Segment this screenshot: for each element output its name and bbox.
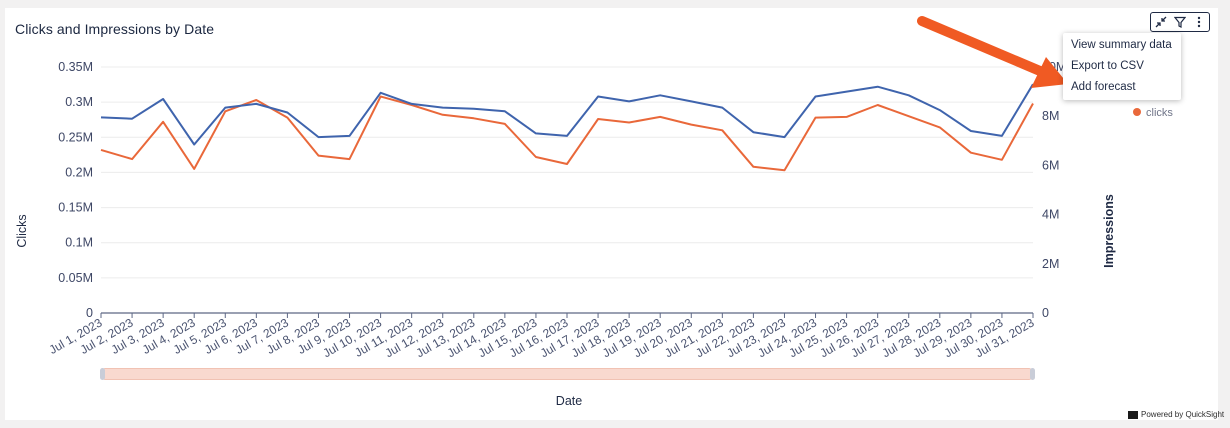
y-axis-label-right: Impressions — [1102, 194, 1116, 268]
y-ticks-left: 0 0.05M 0.1M 0.15M 0.2M 0.25M 0.3M 0.35M — [58, 60, 93, 320]
legend-marker-clicks — [1133, 108, 1141, 116]
x-axis-label: Date — [556, 394, 582, 408]
y-tick-left: 0.15M — [58, 201, 93, 215]
y-tick-left: 0.25M — [58, 130, 93, 144]
legend: clicks — [1133, 107, 1173, 119]
visual-toolbar — [1150, 12, 1210, 32]
visual-panel — [5, 8, 1218, 420]
range-handle-left[interactable] — [100, 368, 105, 380]
y-tick-right: 8M — [1042, 109, 1059, 123]
gridlines — [101, 66, 1033, 279]
y-tick-left: 0 — [86, 306, 93, 320]
menu-item-add-forecast[interactable]: Add forecast — [1071, 81, 1136, 93]
legend-label-clicks[interactable]: clicks — [1146, 107, 1173, 119]
more-vertical-icon[interactable] — [1191, 14, 1207, 30]
quicksight-logo-icon — [1128, 410, 1138, 419]
line-clicks — [100, 95, 1034, 172]
line-series-1 — [100, 83, 1034, 146]
axes — [100, 312, 1034, 318]
powered-by-text: Powered by QuickSight — [1141, 410, 1225, 419]
range-scrollbar[interactable] — [102, 368, 1032, 380]
y-tick-left: 0.05M — [58, 271, 93, 285]
menu-item-view-summary-data[interactable]: View summary data — [1071, 39, 1172, 51]
filter-funnel-icon[interactable] — [1172, 14, 1188, 30]
y-tick-left: 0.35M — [58, 60, 93, 74]
powered-by: Powered by QuickSight — [1128, 410, 1224, 419]
series-lines — [100, 83, 1034, 172]
y-tick-right: 2M — [1042, 257, 1059, 271]
chart-title: Clicks and Impressions by Date — [15, 21, 215, 37]
y-tick-right: 6M — [1042, 158, 1059, 172]
y-tick-left: 0.1M — [65, 236, 93, 250]
y-tick-right: 0 — [1042, 306, 1049, 320]
visual-options-menu: View summary data Export to CSV Add fore… — [1063, 33, 1181, 100]
y-axis-label-left: Clicks — [15, 214, 29, 247]
range-handle-right[interactable] — [1030, 368, 1035, 380]
collapse-arrows-icon[interactable] — [1153, 14, 1169, 30]
y-tick-right: 4M — [1042, 208, 1059, 222]
pointer-arrow-icon — [917, 16, 1068, 88]
y-tick-left: 0.2M — [65, 165, 93, 179]
menu-item-export-to-csv[interactable]: Export to CSV — [1071, 60, 1144, 72]
y-tick-left: 0.3M — [65, 95, 93, 109]
